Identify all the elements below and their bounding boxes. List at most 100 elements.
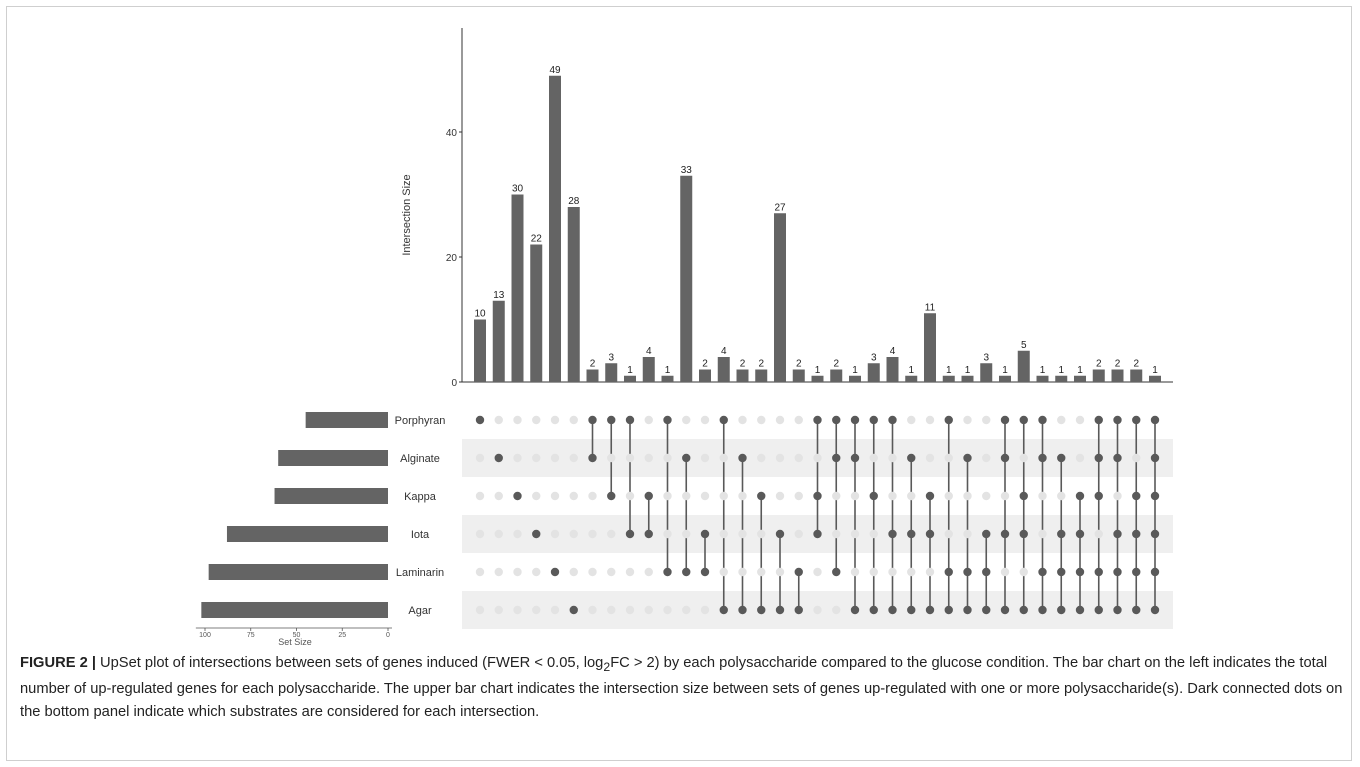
intersection-bar (511, 194, 524, 382)
matrix-dot-active (1132, 567, 1141, 577)
bar-value-label: 1 (1152, 365, 1158, 376)
matrix-dot-inactive (475, 567, 485, 577)
matrix-dot-inactive (775, 415, 785, 425)
bar-value-label: 2 (833, 359, 839, 370)
matrix-dot-active (963, 453, 972, 463)
matrix-dot-inactive (625, 453, 635, 463)
matrix-dot-active (1038, 567, 1047, 577)
intersection-bar (1036, 375, 1049, 382)
matrix-dot-inactive (588, 529, 597, 539)
matrix-dot-active (738, 605, 747, 615)
matrix-dot-inactive (1019, 567, 1028, 577)
bar-value-label: 11 (925, 302, 936, 313)
set-label-iota: Iota (411, 529, 430, 541)
y-axis-label: Intersection Size (401, 174, 413, 255)
bar-value-label: 33 (681, 165, 693, 176)
matrix-dot-active (513, 491, 522, 501)
matrix-dot-inactive (644, 415, 653, 425)
matrix-dot-active (682, 453, 691, 463)
matrix-dot-active (869, 605, 878, 615)
matrix-dot-inactive (963, 529, 972, 539)
matrix-dot-active (775, 605, 785, 615)
matrix-dot-inactive (475, 605, 485, 615)
intersection-bar (980, 363, 993, 382)
matrix-dot-active (925, 491, 935, 501)
matrix-dot-inactive (550, 605, 560, 615)
matrix-dot-inactive (982, 453, 991, 463)
matrix-dot-inactive (607, 567, 616, 577)
matrix-dot-inactive (813, 453, 822, 463)
matrix-dot-active (1019, 605, 1028, 615)
bar-value-label: 3 (983, 352, 989, 363)
bar-value-label: 3 (871, 352, 877, 363)
intersection-bar (549, 75, 561, 382)
bar-value-label: 1 (965, 365, 971, 376)
intersection-bar (661, 375, 674, 382)
bar-value-label: 1 (852, 365, 858, 376)
bar-value-label: 1 (1002, 365, 1008, 376)
bar-value-label: 4 (646, 346, 652, 357)
bar-value-label: 1 (627, 365, 633, 376)
set-size-tick-label-0: 0 (386, 632, 390, 639)
caption-text-b: FC > 2) by each polysaccharide compared … (20, 655, 1343, 720)
matrix-dot-active (550, 567, 560, 577)
matrix-dot-active (1075, 491, 1085, 501)
matrix-dot-active (1113, 415, 1122, 425)
matrix-dot-inactive (944, 529, 953, 539)
matrix-dot-inactive (663, 529, 672, 539)
matrix-dot-inactive (1057, 491, 1066, 501)
matrix-dot-inactive (869, 453, 878, 463)
matrix-dot-active (869, 415, 878, 425)
matrix-dot-inactive (963, 415, 972, 425)
intersection-bar (1130, 369, 1143, 382)
intersection-bar (999, 375, 1011, 382)
intersection-bar (1149, 375, 1161, 382)
matrix-dot-active (907, 453, 916, 463)
matrix-dot-inactive (569, 415, 578, 425)
matrix-dot-inactive (1019, 453, 1028, 463)
membership-matrix (475, 415, 1160, 615)
matrix-dot-inactive (494, 529, 503, 539)
matrix-dot-inactive (888, 453, 897, 463)
matrix-dot-inactive (963, 491, 972, 501)
matrix-dot-active (588, 453, 597, 463)
matrix-dot-active (888, 415, 897, 425)
intersection-bar (736, 369, 749, 382)
matrix-dot-active (569, 605, 578, 615)
matrix-dot-active (1113, 605, 1122, 615)
matrix-dot-inactive (850, 491, 860, 501)
matrix-dot-active (1057, 529, 1066, 539)
matrix-dot-inactive (888, 491, 897, 501)
matrix-dot-active (719, 415, 728, 425)
matrix-dot-inactive (813, 567, 822, 577)
matrix-dot-inactive (532, 415, 541, 425)
matrix-dot-active (757, 605, 766, 615)
matrix-dot-inactive (588, 605, 597, 615)
matrix-dot-active (888, 529, 897, 539)
matrix-dot-inactive (1000, 567, 1010, 577)
bar-value-label: 27 (774, 202, 786, 213)
matrix-dot-inactive (738, 529, 747, 539)
matrix-dot-active (775, 529, 785, 539)
intersection-bar (849, 375, 861, 382)
matrix-dot-inactive (494, 605, 503, 615)
matrix-dot-inactive (682, 529, 691, 539)
matrix-dot-inactive (888, 567, 897, 577)
matrix-dot-active (1019, 529, 1028, 539)
bar-value-label: 1 (665, 365, 671, 376)
bar-value-label: 2 (1115, 359, 1121, 370)
intersection-bar (474, 319, 486, 382)
matrix-dot-active (1000, 529, 1010, 539)
matrix-dot-active (663, 567, 672, 577)
matrix-dot-active (1094, 567, 1103, 577)
matrix-dot-active (1132, 491, 1141, 501)
matrix-dot-active (1150, 605, 1160, 615)
matrix-dot-inactive (625, 605, 635, 615)
matrix-dot-inactive (982, 415, 991, 425)
matrix-dot-inactive (663, 453, 672, 463)
matrix-dot-active (1057, 567, 1066, 577)
matrix-dot-inactive (475, 491, 485, 501)
matrix-dot-active (1019, 491, 1028, 501)
matrix-dot-inactive (738, 415, 747, 425)
matrix-dot-active (1113, 567, 1122, 577)
